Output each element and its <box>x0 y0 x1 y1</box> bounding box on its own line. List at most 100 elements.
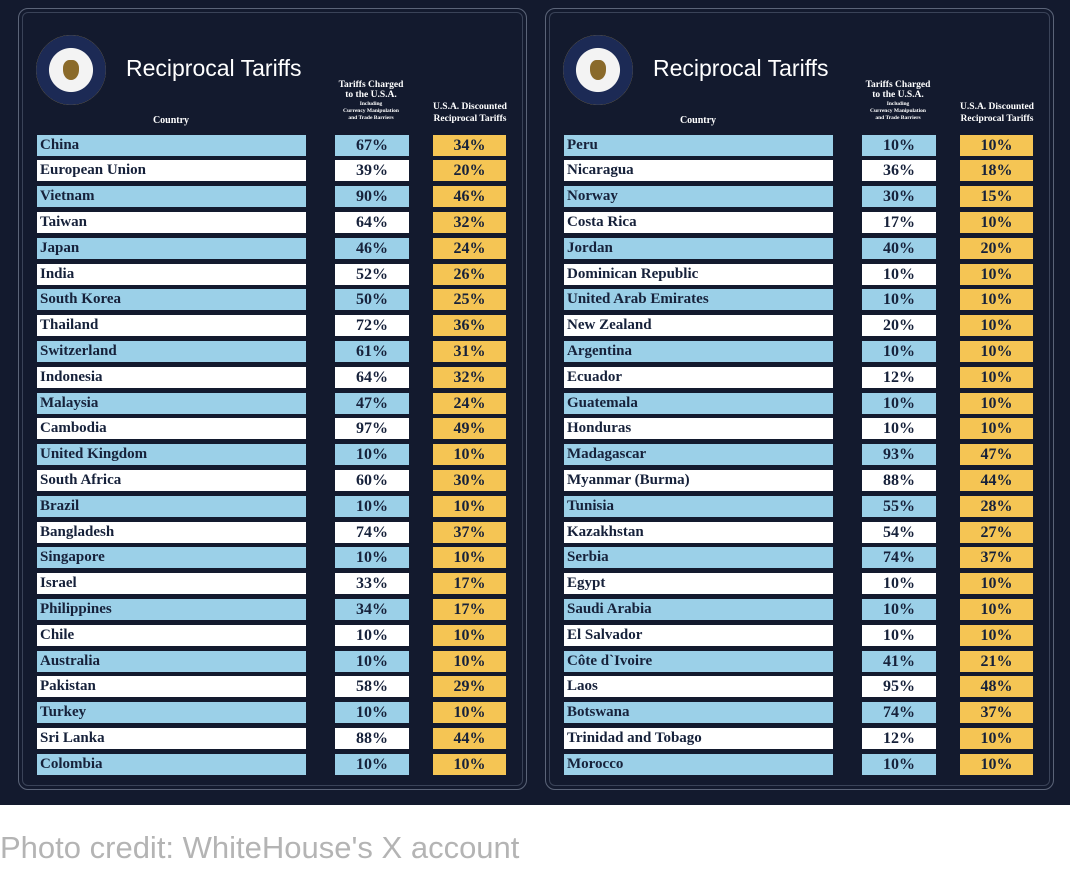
charged-cell: 95% <box>862 676 936 698</box>
panel-title: Reciprocal Tariffs <box>126 55 302 81</box>
country-cell: Colombia <box>37 753 306 775</box>
discounted-header: Reciprocal Tariffs <box>433 114 507 124</box>
country-cell: Switzerland <box>37 340 306 362</box>
discounted-cell: 15% <box>960 186 1033 208</box>
discounted-cell: 32% <box>433 211 506 233</box>
discounted-cell: 29% <box>433 676 506 698</box>
charged-cell: 10% <box>335 702 409 724</box>
charged-cell: 12% <box>862 366 936 388</box>
country-cell: Israel <box>37 573 306 595</box>
discounted-cell: 37% <box>960 547 1033 569</box>
charged-cell: 90% <box>335 186 409 208</box>
discounted-cell: 10% <box>960 624 1033 646</box>
charged-note: Currency Manipulation <box>870 108 926 114</box>
discounted-cell: 10% <box>960 211 1033 233</box>
charged-cell: 93% <box>862 444 936 466</box>
discounted-cell: 10% <box>433 702 506 724</box>
country-cell: Botswana <box>564 702 833 724</box>
presidential-seal <box>36 35 106 105</box>
charged-cell: 10% <box>335 547 409 569</box>
charged-cell: 10% <box>862 289 936 311</box>
discounted-header: U.S.A. Discounted <box>960 102 1034 112</box>
country-cell: Singapore <box>37 547 306 569</box>
discounted-header: U.S.A. Discounted <box>433 102 507 112</box>
charged-note: and Trade Barriers <box>348 115 394 121</box>
caption: Photo credit: WhiteHouse's X account <box>0 830 520 865</box>
discounted-cell: 10% <box>960 573 1033 595</box>
country-cell: Guatemala <box>564 392 833 414</box>
charged-cell: 10% <box>862 340 936 362</box>
charged-cell: 17% <box>862 211 936 233</box>
country-cell: Malaysia <box>37 392 306 414</box>
country-cell: Kazakhstan <box>564 521 833 543</box>
charged-cell: 88% <box>862 469 936 491</box>
discounted-cell: 25% <box>433 289 506 311</box>
charged-cell: 10% <box>335 753 409 775</box>
discounted-cell: 49% <box>433 418 506 440</box>
country-cell: Australia <box>37 650 306 672</box>
charged-cell: 10% <box>862 263 936 285</box>
country-cell: Norway <box>564 186 833 208</box>
charged-note: Currency Manipulation <box>343 108 399 114</box>
country-cell: European Union <box>37 160 306 182</box>
discounted-cell: 34% <box>433 134 506 156</box>
country-cell: Taiwan <box>37 211 306 233</box>
country-cell: New Zealand <box>564 315 833 337</box>
charged-cell: 64% <box>335 366 409 388</box>
discounted-cell: 10% <box>433 444 506 466</box>
country-cell: Egypt <box>564 573 833 595</box>
country-cell: El Salvador <box>564 624 833 646</box>
charged-cell: 10% <box>335 624 409 646</box>
country-cell: Madagascar <box>564 444 833 466</box>
country-cell: Laos <box>564 676 833 698</box>
charged-cell: 67% <box>335 134 409 156</box>
country-cell: Côte d`Ivoire <box>564 650 833 672</box>
charged-cell: 60% <box>335 469 409 491</box>
charged-cell: 47% <box>335 392 409 414</box>
country-cell: Philippines <box>37 598 306 620</box>
charged-cell: 12% <box>862 727 936 749</box>
country-cell: Dominican Republic <box>564 263 833 285</box>
discounted-cell: 26% <box>433 263 506 285</box>
country-cell: Trinidad and Tobago <box>564 727 833 749</box>
charged-cell: 88% <box>335 727 409 749</box>
country-cell: Peru <box>564 134 833 156</box>
discounted-cell: 10% <box>960 134 1033 156</box>
charged-cell: 97% <box>335 418 409 440</box>
charged-cell: 40% <box>862 237 936 259</box>
country-cell: Nicaragua <box>564 160 833 182</box>
discounted-cell: 48% <box>960 676 1033 698</box>
charged-cell: 46% <box>335 237 409 259</box>
country-cell: Japan <box>37 237 306 259</box>
charged-cell: 54% <box>862 521 936 543</box>
discounted-cell: 20% <box>433 160 506 182</box>
discounted-cell: 37% <box>433 521 506 543</box>
discounted-cell: 31% <box>433 340 506 362</box>
charged-cell: 10% <box>862 753 936 775</box>
charged-cell: 20% <box>862 315 936 337</box>
discounted-cell: 10% <box>960 340 1033 362</box>
charged-cell: 10% <box>335 444 409 466</box>
charged-cell: 10% <box>862 392 936 414</box>
discounted-cell: 10% <box>960 263 1033 285</box>
country-cell: Myanmar (Burma) <box>564 469 833 491</box>
presidential-seal <box>563 35 633 105</box>
country-cell: Bangladesh <box>37 521 306 543</box>
country-cell: South Africa <box>37 469 306 491</box>
charged-cell: 50% <box>335 289 409 311</box>
country-header: Country <box>679 115 717 126</box>
discounted-cell: 10% <box>433 624 506 646</box>
charged-note: Including <box>359 101 383 107</box>
country-cell: Brazil <box>37 495 306 517</box>
discounted-cell: 10% <box>960 289 1033 311</box>
discounted-cell: 21% <box>960 650 1033 672</box>
country-cell: Cambodia <box>37 418 306 440</box>
country-cell: Costa Rica <box>564 211 833 233</box>
charged-cell: 36% <box>862 160 936 182</box>
discounted-cell: 44% <box>960 469 1033 491</box>
panel-title: Reciprocal Tariffs <box>653 55 829 81</box>
discounted-cell: 17% <box>433 573 506 595</box>
country-cell: Vietnam <box>37 186 306 208</box>
table-panel: Reciprocal Tariffs Country Tariffs Charged… <box>18 8 527 790</box>
